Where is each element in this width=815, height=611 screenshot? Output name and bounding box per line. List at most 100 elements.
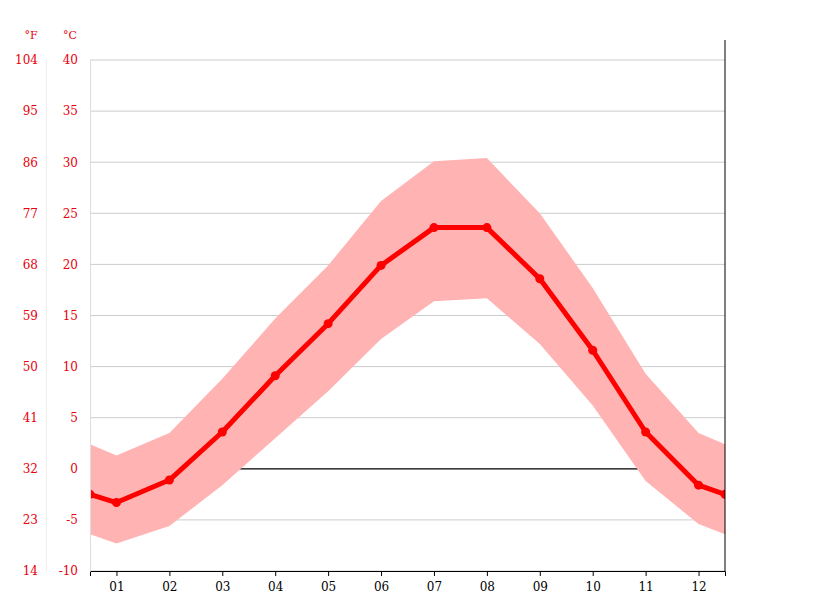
tick-label: 02	[162, 580, 177, 594]
tick-label: 03	[215, 580, 230, 594]
tick: 01	[109, 571, 124, 594]
tick-label: 20	[63, 258, 78, 272]
grid-line	[90, 162, 725, 163]
grid	[90, 60, 725, 571]
tick: 30	[63, 156, 90, 170]
tick-label: 40	[63, 53, 78, 67]
marker	[218, 428, 227, 437]
tick: 77	[23, 207, 46, 221]
tick: -10	[59, 564, 90, 578]
tick-label: 86	[23, 156, 38, 170]
marker	[324, 319, 333, 328]
tick: 12	[691, 571, 706, 594]
tick: 02	[162, 571, 177, 594]
marker	[721, 490, 726, 499]
y-axis-celsius: -10 -5 0 5 10 15 20 25 30 35 40	[59, 53, 91, 578]
axis-title: °F	[24, 29, 38, 42]
tick: 08	[480, 571, 495, 594]
tick-label: 15	[63, 309, 78, 323]
tick-label: 104	[15, 53, 38, 67]
tick: 35	[63, 104, 90, 118]
tick: 86	[23, 156, 46, 170]
marker	[112, 498, 121, 507]
axis-line	[46, 61, 47, 572]
tick-mark	[275, 571, 276, 576]
tick-mark	[169, 571, 170, 576]
line	[90, 228, 725, 503]
tick-label: 04	[268, 580, 284, 594]
tick-label: 77	[23, 207, 38, 221]
tick-label: 07	[427, 580, 442, 594]
tick: 40	[63, 53, 90, 67]
tick-label: 12	[691, 580, 706, 594]
chart: 010203040506070809101112-10-505101520253…	[0, 0, 815, 611]
tick-mark	[540, 571, 541, 576]
tick: 07	[427, 571, 442, 594]
axis-line	[91, 572, 726, 577]
tick: 41	[23, 411, 46, 425]
tick-mark	[222, 571, 223, 576]
marker	[165, 476, 174, 485]
tick-label: 14	[23, 564, 39, 578]
tick-label: 68	[23, 258, 38, 272]
tick-mark	[328, 571, 329, 576]
tick: 5	[70, 411, 90, 425]
tick-label: 5	[70, 411, 78, 425]
tick: 50	[23, 360, 46, 374]
tick: 68	[23, 258, 46, 272]
y-axis-fahrenheit: 14 23 32 41 50 59 68 77 86 95 104	[15, 53, 46, 578]
tick: 20	[63, 258, 90, 272]
tick: 04	[268, 571, 284, 594]
tick-mark	[699, 571, 700, 576]
tick-mark	[487, 571, 488, 576]
tick-mark	[434, 571, 435, 576]
marker	[377, 261, 386, 270]
tick: 11	[638, 571, 653, 594]
tick: -5	[66, 513, 90, 527]
tick-label: 0	[70, 462, 78, 476]
axis-line	[90, 61, 91, 572]
tick: 14	[23, 564, 46, 578]
tick-label: 11	[638, 580, 653, 594]
tick-label: -5	[66, 513, 78, 527]
tick-mark	[646, 571, 647, 576]
tick-label: 23	[23, 513, 38, 527]
tick-label: 06	[374, 580, 389, 594]
tick-label: 32	[23, 462, 38, 476]
tick: 05	[321, 571, 336, 594]
tick: 32	[23, 462, 46, 476]
marker	[535, 274, 544, 283]
tick-label: 50	[23, 360, 38, 374]
marker	[271, 371, 280, 380]
x-axis: 01 02 03 04 05 06 07 08 09 10 11 12	[91, 571, 726, 594]
tick: 104	[15, 53, 46, 67]
tick: 09	[533, 571, 548, 594]
tick-label: 05	[321, 580, 336, 594]
tick: 59	[23, 309, 46, 323]
tick: 23	[23, 513, 46, 527]
marker	[641, 428, 650, 437]
tick: 95	[23, 104, 46, 118]
tick-label: 10	[63, 360, 78, 374]
axis-title: °C	[63, 29, 77, 42]
grid-line	[90, 519, 725, 520]
tick-label: 95	[23, 104, 38, 118]
tick-mark	[116, 571, 117, 576]
tick-label: 01	[109, 580, 124, 594]
tick-label: 10	[586, 580, 601, 594]
grid-line	[90, 60, 725, 61]
tick: 10	[586, 571, 601, 594]
marker	[588, 346, 597, 355]
tick-label: 35	[63, 104, 78, 118]
tick-label: 08	[480, 580, 495, 594]
frame-line	[725, 40, 726, 571]
tick-label: 25	[63, 207, 78, 221]
tick: 25	[63, 207, 90, 221]
grid-line	[90, 111, 725, 112]
tick: 15	[63, 309, 90, 323]
range-band	[90, 158, 725, 543]
marker	[694, 481, 703, 490]
tick-mark	[381, 571, 382, 576]
tick: 10	[63, 360, 90, 374]
tick-label: 30	[63, 156, 78, 170]
